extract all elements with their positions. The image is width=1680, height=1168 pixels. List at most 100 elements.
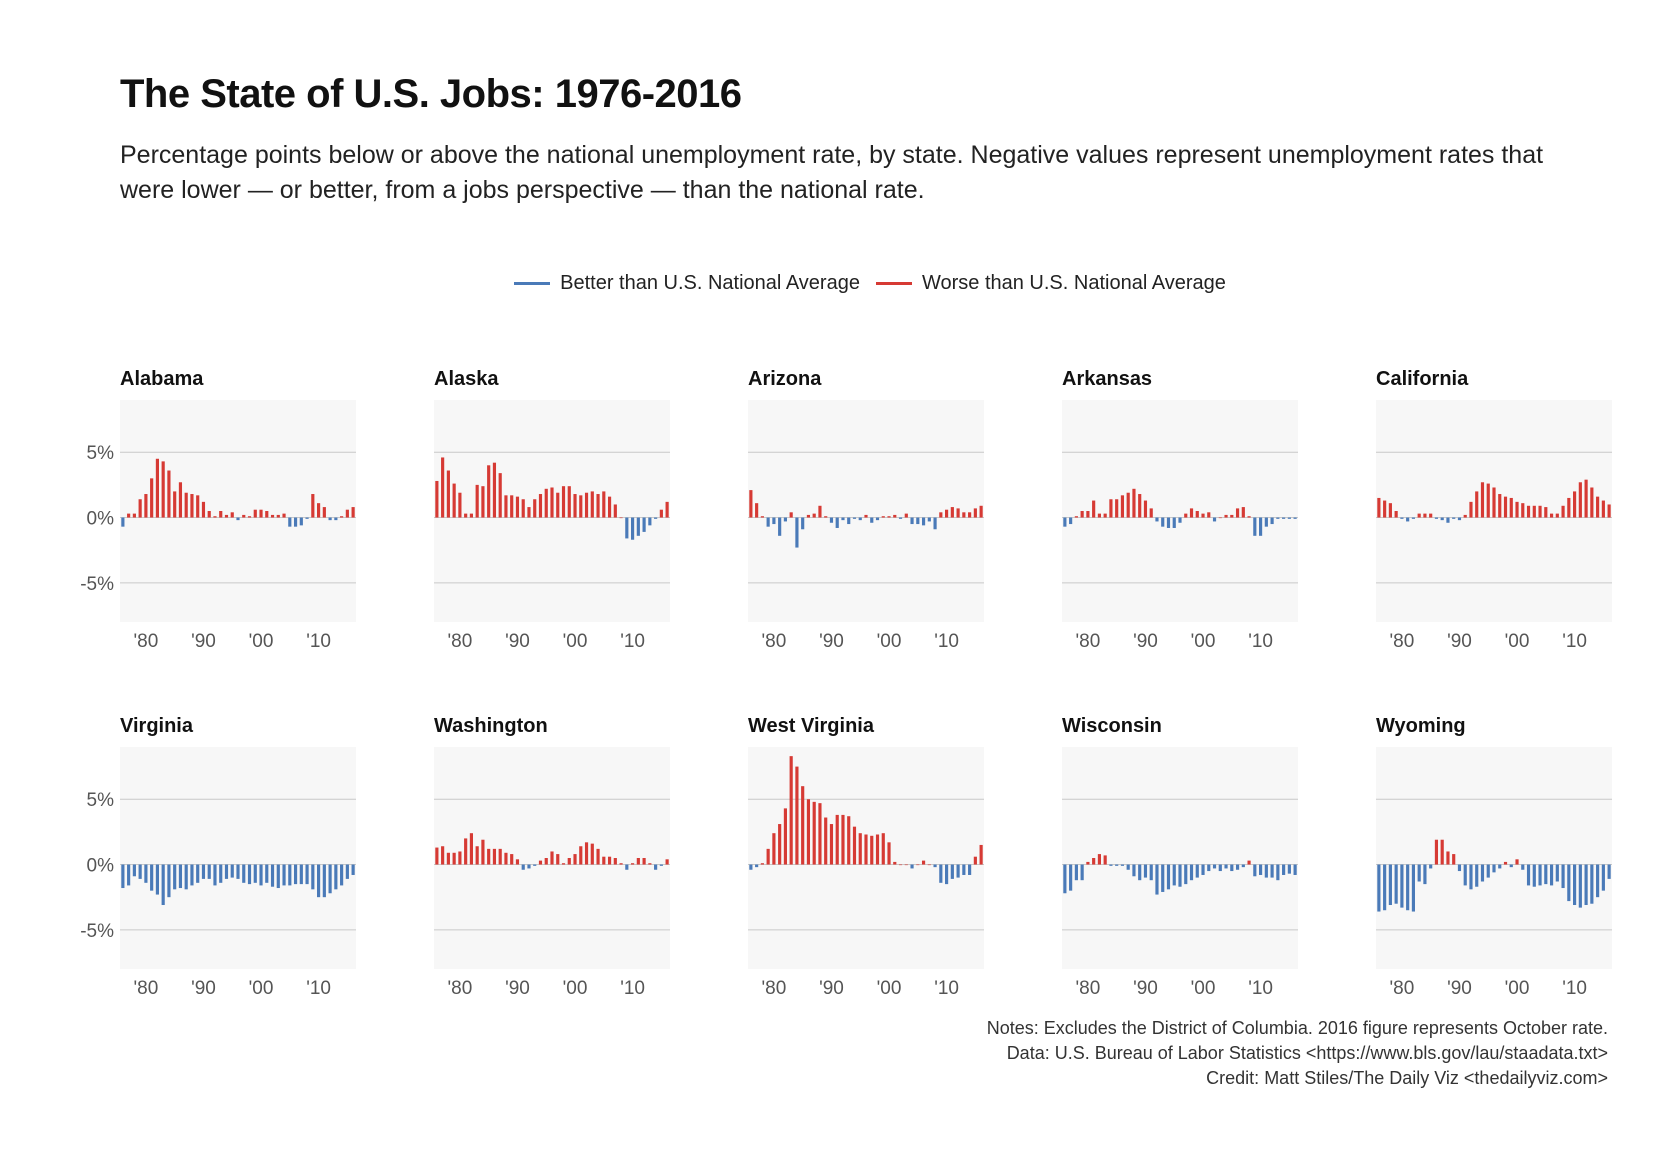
bar [446,470,450,518]
bar [127,513,131,518]
bar [1400,864,1404,908]
x-tick-label: '10 [306,978,331,999]
x-tick-label: '00 [563,978,588,999]
bar [596,848,600,865]
bar [1532,864,1536,887]
bar [1590,864,1594,904]
chart-title: The State of U.S. Jobs: 1976-2016 [120,72,742,116]
bar [184,864,188,890]
bar [956,508,960,518]
bar [1475,491,1479,518]
bar [1207,864,1211,872]
panel-title: Wyoming [1376,715,1466,737]
bar [636,858,640,865]
bar [749,490,753,518]
bar [1092,858,1096,865]
x-tick-label: '80 [1390,978,1415,999]
bar [968,864,972,875]
bar [898,864,903,866]
bar [579,846,583,865]
bar [521,864,525,870]
bar [824,516,828,518]
bar [1394,864,1398,904]
bar [1172,864,1176,886]
bar [1486,864,1490,878]
bar [1406,864,1410,911]
panel-wisconsin: Wisconsin '80 '90 '00 '10 [1062,715,1298,999]
bar [1138,864,1142,881]
bar [219,864,223,883]
bar [1247,860,1251,865]
bar [247,864,252,885]
bar [584,842,589,865]
panel-california: California '80 '90 '00 '10 [1376,368,1612,652]
bar [340,864,344,886]
bar [1155,864,1159,895]
bar [236,864,240,879]
bar [1457,517,1462,521]
bar [1120,495,1125,518]
bar [1230,864,1234,872]
x-tick-label: '10 [1562,978,1587,999]
x-tick-label: '10 [620,978,645,999]
bar [538,860,543,865]
panel-title: Washington [434,715,548,737]
plot-background [1062,400,1298,622]
x-tick-label: '00 [1191,978,1216,999]
notes-line: Notes: Excludes the District of Columbia… [986,1018,1608,1038]
bar [1503,861,1508,865]
legend-swatch-worse [875,282,912,285]
bar [1224,864,1228,869]
bar [1417,513,1421,518]
bar [772,517,776,525]
bar [155,864,159,895]
bar [847,517,851,525]
bar [648,517,652,526]
bar [464,838,468,865]
bar [829,517,834,523]
bar [801,786,805,865]
bar [299,864,303,885]
bar [1578,864,1582,908]
bar [1503,496,1508,518]
bar [1521,503,1525,518]
bar [265,864,269,883]
bar [1166,517,1171,528]
bar [340,516,344,518]
x-tick-label: '90 [191,978,216,999]
bar [1235,864,1240,870]
bar [469,513,473,518]
x-tick-label: '90 [819,631,844,652]
bar [1092,500,1096,518]
bar [1276,864,1280,881]
bar [1411,864,1415,912]
x-tick-label: '80 [448,631,473,652]
bar [1567,864,1571,902]
panel-title: Arkansas [1062,368,1152,390]
bar [1126,864,1130,870]
bar [345,509,349,518]
bar [1515,501,1519,518]
bar [504,495,508,518]
bar [864,834,868,865]
bar [510,495,514,518]
bar [921,860,926,865]
bar [1526,864,1531,886]
bar [881,833,885,865]
bar [1584,864,1588,906]
x-tick-label: '80 [1076,978,1101,999]
bar [636,517,640,536]
bar [1212,864,1217,869]
bar [144,494,148,518]
bar [654,517,658,519]
panel-title: West Virginia [748,715,875,737]
y-tick-label: 5% [87,443,115,464]
bar [224,864,229,879]
bar [504,852,508,865]
bar [498,848,502,865]
bar [1120,864,1125,866]
panel-arizona: Arizona '80 '90 '00 '10 [748,368,984,652]
bar [317,864,321,898]
bar [305,864,309,885]
bar [1555,513,1559,518]
